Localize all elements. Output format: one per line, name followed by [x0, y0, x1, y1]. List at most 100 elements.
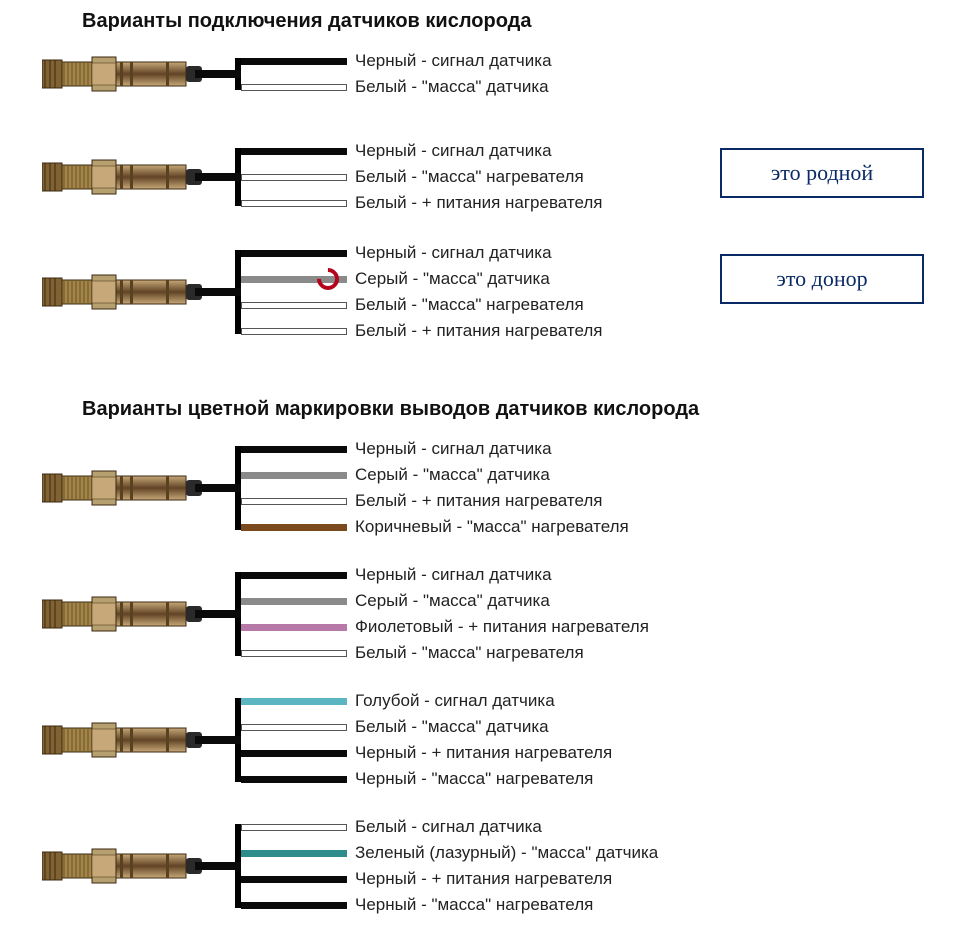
wire-conductor	[241, 250, 347, 257]
wire-label: Зеленый (лазурный) - "масса" датчика	[355, 843, 658, 863]
wire-line: Черный - сигнал датчика	[235, 562, 649, 588]
wire-line: Белый - "масса" нагревателя	[235, 640, 649, 666]
wire-stack: Черный - сигнал датчика Белый - "масса" н…	[235, 138, 603, 216]
wire-label: Белый - "масса" датчика	[355, 77, 549, 97]
wire-conductor	[241, 598, 347, 605]
wire-conductor	[241, 776, 347, 783]
wire-line: Черный - + питания нагревателя	[235, 866, 658, 892]
wire-line: Черный - "масса" нагревателя	[235, 892, 658, 918]
wire-label: Черный - + питания нагревателя	[355, 869, 612, 889]
wire-label: Белый - "масса" нагревателя	[355, 295, 584, 315]
wire-conductor	[241, 174, 347, 181]
wire-conductor	[241, 200, 347, 207]
wire-conductor	[241, 148, 347, 155]
wire-stack: Белый - сигнал датчика Зеленый (лазурный)…	[235, 814, 658, 918]
wire-block: Черный - сигнал датчика Белый - "масса" д…	[235, 48, 552, 100]
wire-label: Белый - сигнал датчика	[355, 817, 542, 837]
wire-conductor	[241, 328, 347, 335]
wire-line: Черный - сигнал датчика	[235, 436, 629, 462]
wire-label: Серый - "масса" датчика	[355, 591, 550, 611]
wire-line: Серый - "масса" датчика	[235, 588, 649, 614]
wire-conductor	[241, 624, 347, 631]
wire-conductor	[241, 750, 347, 757]
sensor-variant-1-0: Черный - сигнал датчика Белый - "масса" д…	[42, 48, 552, 104]
wire-label: Коричневый - "масса" нагревателя	[355, 517, 629, 537]
annotation-text: это родной	[771, 160, 873, 186]
wire-line: Черный - сигнал датчика	[235, 48, 552, 74]
wire-conductor	[241, 724, 347, 731]
wire-line: Белый - "масса" датчика	[235, 74, 552, 100]
wire-line: Черный - + питания нагревателя	[235, 740, 612, 766]
wire-label: Серый - "масса" датчика	[355, 465, 550, 485]
wire-line: Белый - сигнал датчика	[235, 814, 658, 840]
wire-line: Белый - "масса" датчика	[235, 714, 612, 740]
wire-label: Фиолетовый - + питания нагревателя	[355, 617, 649, 637]
wire-conductor	[241, 84, 347, 91]
wire-conductor	[241, 876, 347, 883]
wire-stack: Черный - сигнал датчика Серый - "масса" д…	[235, 436, 629, 540]
wire-line: Черный - сигнал датчика	[235, 138, 603, 164]
wire-label: Черный - "масса" нагревателя	[355, 769, 593, 789]
wire-label: Черный - сигнал датчика	[355, 51, 552, 71]
wire-line: Белый - + питания нагревателя	[235, 190, 603, 216]
wire-conductor	[241, 572, 347, 579]
sensor-variant-2-1: Черный - сигнал датчика Серый - "масса" д…	[42, 562, 649, 666]
wire-label: Черный - + питания нагревателя	[355, 743, 612, 763]
wire-label: Белый - + питания нагревателя	[355, 491, 603, 511]
wire-block: Белый - сигнал датчика Зеленый (лазурный)…	[235, 814, 658, 918]
sensor-variant-1-2: Черный - сигнал датчика Серый - "масса" д…	[42, 240, 603, 344]
wire-label: Белый - "масса" датчика	[355, 717, 549, 737]
wire-label: Серый - "масса" датчика	[355, 269, 550, 289]
wire-conductor	[241, 498, 347, 505]
wire-conductor	[241, 302, 347, 309]
wire-line: Серый - "масса" датчика	[235, 266, 603, 292]
wire-conductor	[241, 698, 347, 705]
wire-label: Черный - сигнал датчика	[355, 565, 552, 585]
annotation-box: это донор	[720, 254, 924, 304]
section1-title: Варианты подключения датчиков кислорода	[82, 10, 531, 33]
wire-label: Голубой - сигнал датчика	[355, 691, 555, 711]
wire-block: Черный - сигнал датчика Серый - "масса" д…	[235, 436, 629, 540]
sensor-variant-2-2: Голубой - сигнал датчика Белый - "масса" …	[42, 688, 612, 792]
wire-line: Зеленый (лазурный) - "масса" датчика	[235, 840, 658, 866]
wire-block: Черный - сигнал датчика Серый - "масса" д…	[235, 562, 649, 666]
wire-block: Черный - сигнал датчика Серый - "масса" д…	[235, 240, 603, 344]
annotation-box: это родной	[720, 148, 924, 198]
wire-line: Белый - "масса" нагревателя	[235, 292, 603, 318]
wire-label: Белый - + питания нагревателя	[355, 193, 603, 213]
wire-conductor	[241, 446, 347, 453]
wire-line: Черный - сигнал датчика	[235, 240, 603, 266]
wire-stack: Черный - сигнал датчика Серый - "масса" д…	[235, 240, 603, 344]
sensor-variant-2-3: Белый - сигнал датчика Зеленый (лазурный)…	[42, 814, 658, 918]
wire-label: Черный - сигнал датчика	[355, 439, 552, 459]
wire-conductor	[241, 850, 347, 857]
wire-conductor	[241, 902, 347, 909]
wire-conductor	[241, 524, 347, 531]
wire-conductor	[241, 650, 347, 657]
sensor-variant-2-0: Черный - сигнал датчика Серый - "масса" д…	[42, 436, 629, 540]
wire-label: Белый - "масса" нагревателя	[355, 643, 584, 663]
wire-label: Черный - сигнал датчика	[355, 243, 552, 263]
wire-label: Черный - "масса" нагревателя	[355, 895, 593, 915]
wire-block: Голубой - сигнал датчика Белый - "масса" …	[235, 688, 612, 792]
wire-stack: Черный - сигнал датчика Серый - "масса" д…	[235, 562, 649, 666]
sensor-variant-1-1: Черный - сигнал датчика Белый - "масса" н…	[42, 138, 603, 216]
wire-line: Фиолетовый - + питания нагревателя	[235, 614, 649, 640]
wire-label: Белый - + питания нагревателя	[355, 321, 603, 341]
wire-line: Белый - + питания нагревателя	[235, 318, 603, 344]
wire-stack: Черный - сигнал датчика Белый - "масса" д…	[235, 48, 552, 100]
wire-conductor	[241, 58, 347, 65]
wire-line: Черный - "масса" нагревателя	[235, 766, 612, 792]
section2-title: Варианты цветной маркировки выводов датч…	[82, 398, 699, 421]
wire-conductor	[241, 472, 347, 479]
wire-line: Голубой - сигнал датчика	[235, 688, 612, 714]
wire-conductor	[241, 824, 347, 831]
wire-stack: Голубой - сигнал датчика Белый - "масса" …	[235, 688, 612, 792]
wire-label: Черный - сигнал датчика	[355, 141, 552, 161]
annotation-text: это донор	[776, 266, 867, 292]
wire-line: Белый - + питания нагревателя	[235, 488, 629, 514]
wire-line: Белый - "масса" нагревателя	[235, 164, 603, 190]
wire-label: Белый - "масса" нагревателя	[355, 167, 584, 187]
wire-line: Серый - "масса" датчика	[235, 462, 629, 488]
wire-line: Коричневый - "масса" нагревателя	[235, 514, 629, 540]
